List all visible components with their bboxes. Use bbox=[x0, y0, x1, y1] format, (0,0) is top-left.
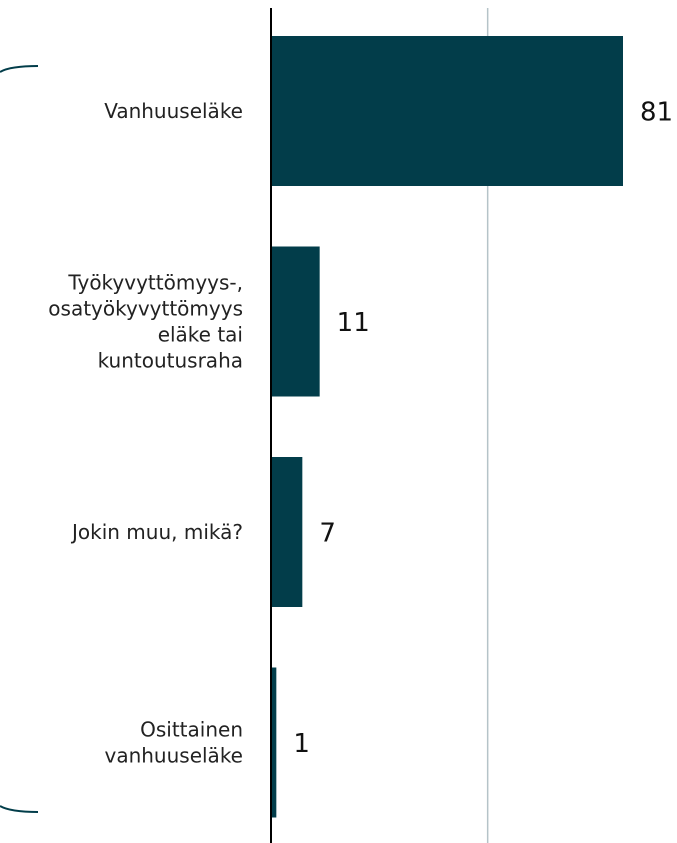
value-label: 1 bbox=[293, 729, 310, 759]
decor-curve bbox=[0, 805, 39, 813]
category-label: Osittainen vanhuuseläke bbox=[104, 718, 243, 768]
category-label: Työkyvyttömyys-, osatyökyvyttömyys eläke t… bbox=[48, 271, 243, 373]
category-label: Jokin muu, mikä? bbox=[70, 520, 243, 544]
bar bbox=[272, 457, 303, 607]
value-label: 11 bbox=[337, 308, 370, 338]
value-label: 81 bbox=[640, 98, 673, 128]
value-label: 7 bbox=[319, 519, 336, 549]
category-label: Vanhuuseläke bbox=[104, 99, 243, 123]
decor-curve bbox=[0, 65, 39, 73]
bar bbox=[272, 246, 320, 397]
bar bbox=[272, 36, 623, 186]
bar bbox=[272, 667, 277, 818]
